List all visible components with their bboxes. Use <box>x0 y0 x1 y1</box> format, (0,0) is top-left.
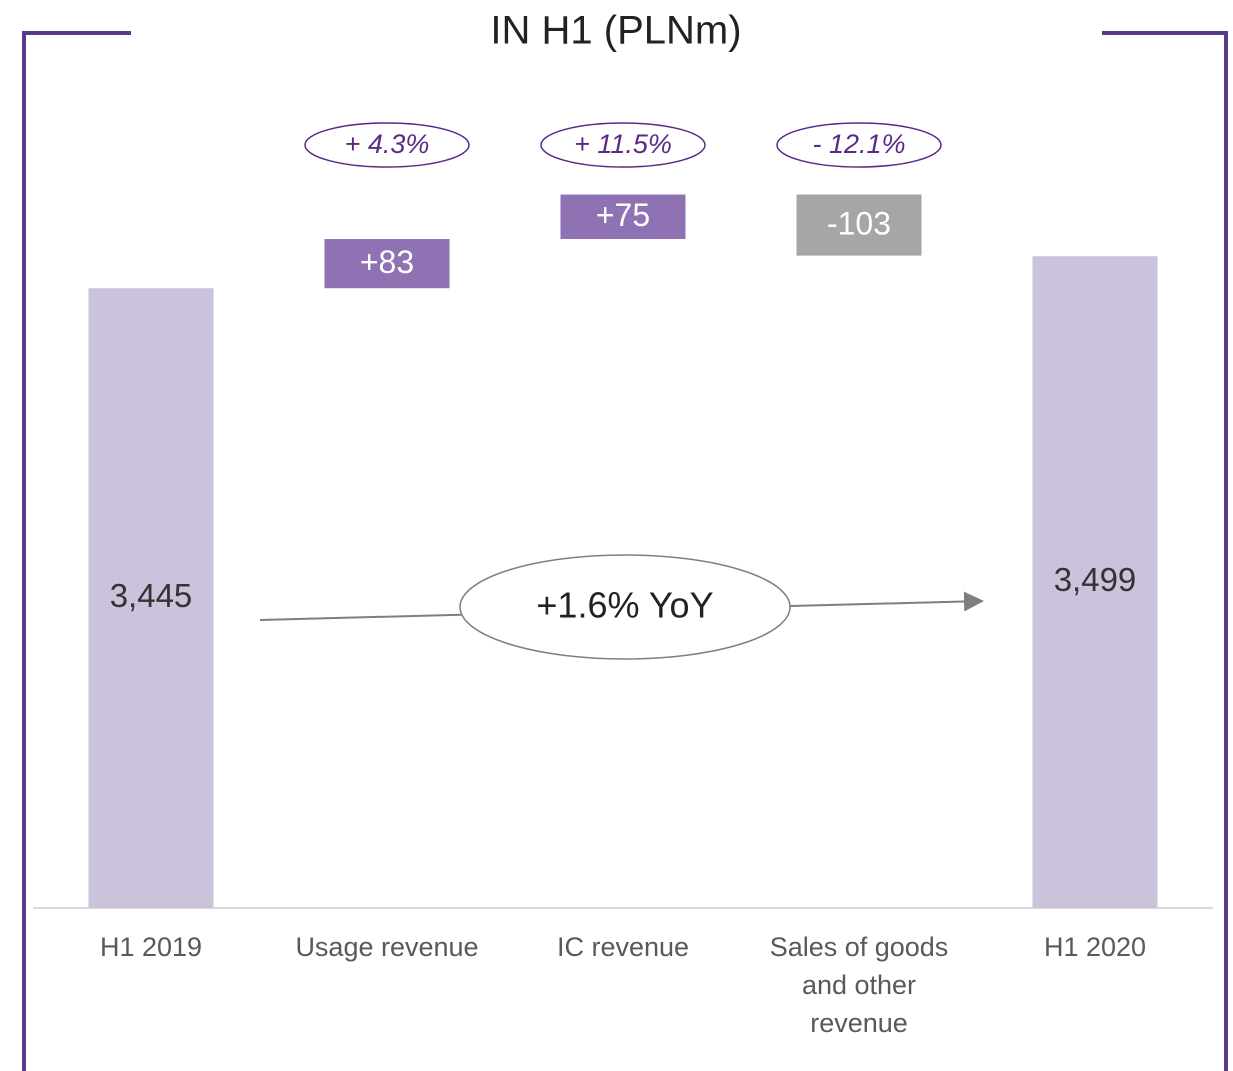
chart-title: IN H1 (PLNm) <box>490 9 741 53</box>
value-label: +83 <box>360 244 414 280</box>
bar <box>560 194 686 240</box>
bar <box>1032 256 1158 908</box>
value-label: 3,499 <box>1054 561 1137 598</box>
yoy-ellipse <box>459 554 791 660</box>
bar <box>88 288 214 908</box>
frame-left <box>22 31 131 1071</box>
x-tick-label: H1 2020 <box>1043 932 1147 962</box>
title-bg <box>140 0 1095 70</box>
growth-ellipse <box>776 122 942 168</box>
value-label: +75 <box>596 197 650 233</box>
x-tick-label: IC revenue <box>556 932 690 962</box>
value-label: 3,445 <box>110 577 193 614</box>
bar <box>796 194 922 256</box>
value-label: -103 <box>827 206 891 242</box>
growth-label: + 4.3% <box>345 129 430 159</box>
growth-ellipse <box>540 122 706 168</box>
yoy-label: +1.6% YoY <box>536 585 713 626</box>
growth-ellipse <box>304 122 470 168</box>
growth-label: + 11.5% <box>574 129 672 159</box>
growth-label: - 12.1% <box>812 129 905 159</box>
x-tick-label: Usage revenue <box>295 932 479 962</box>
x-tick-label: Sales of goods and other revenue <box>769 932 949 1038</box>
bar <box>324 239 450 289</box>
x-tick-label: H1 2019 <box>99 932 203 962</box>
frame-right <box>1102 31 1228 1071</box>
